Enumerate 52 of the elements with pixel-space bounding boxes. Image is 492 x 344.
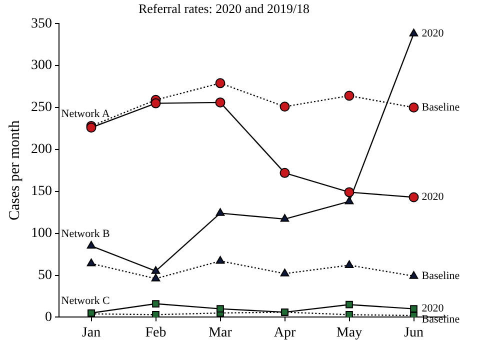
x-tick-label: Mar xyxy=(208,325,232,340)
point xyxy=(344,187,354,198)
point xyxy=(86,240,96,249)
point xyxy=(152,311,160,318)
point xyxy=(150,98,161,108)
y-tick-label: 100 xyxy=(31,226,52,241)
x-tick-label: Feb xyxy=(145,325,166,340)
point xyxy=(215,78,226,88)
y-tick-label: 50 xyxy=(38,268,52,283)
point xyxy=(151,266,160,274)
y-tick-label: 200 xyxy=(31,142,52,158)
x-tick-label: Jan xyxy=(82,325,101,340)
y-tick-label: 300 xyxy=(31,58,52,74)
series-label: 2020 xyxy=(422,302,444,315)
point xyxy=(280,102,290,112)
point xyxy=(408,102,419,112)
point xyxy=(280,214,290,222)
y-tick-label: 350 xyxy=(31,16,52,32)
point xyxy=(344,90,354,101)
point xyxy=(280,268,290,276)
x-tick-label: Jun xyxy=(404,325,424,340)
point xyxy=(344,260,354,268)
x-tick-label: Apr xyxy=(274,325,296,340)
chart-title: Referral rates: 2020 and 2019/18 xyxy=(138,1,310,16)
series-label: Baseline xyxy=(422,101,460,114)
point xyxy=(216,208,225,216)
x-tick-label: May xyxy=(336,325,362,340)
annotation: Network C xyxy=(61,294,110,307)
annotation: Network A xyxy=(61,108,110,120)
point xyxy=(216,305,224,312)
point xyxy=(280,168,290,178)
series-label: 2020 xyxy=(422,28,444,40)
point xyxy=(344,196,354,204)
series-label: 2020 xyxy=(422,191,444,204)
point xyxy=(152,300,160,308)
y-axis-title: Cases per month xyxy=(6,120,23,220)
point xyxy=(216,256,225,264)
point xyxy=(215,97,226,108)
point xyxy=(151,274,160,282)
point xyxy=(409,28,418,36)
series-label: Baseline xyxy=(422,270,460,282)
point xyxy=(409,271,418,279)
series-label: Baseline xyxy=(422,314,460,326)
point xyxy=(86,258,96,266)
y-tick-label: 250 xyxy=(31,100,52,116)
y-tick-label: 0 xyxy=(45,310,52,325)
y-tick-label: 150 xyxy=(31,184,52,200)
point xyxy=(346,311,353,318)
point xyxy=(410,305,418,312)
annotation: Network B xyxy=(61,228,110,240)
point xyxy=(408,192,419,202)
point xyxy=(346,300,353,308)
